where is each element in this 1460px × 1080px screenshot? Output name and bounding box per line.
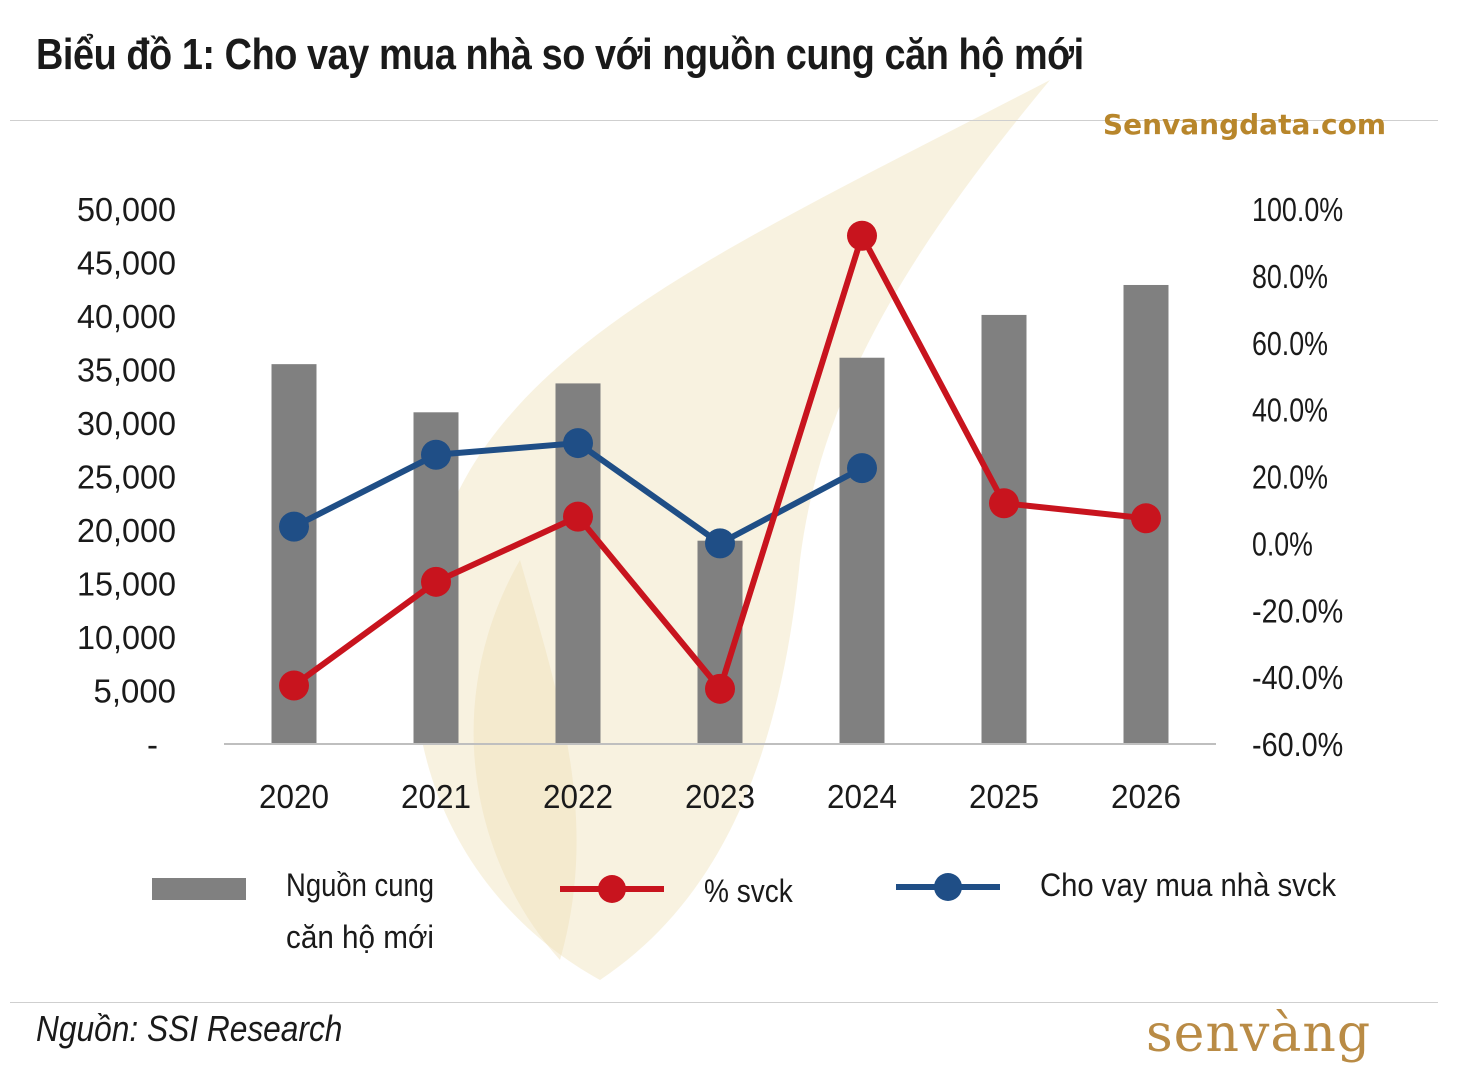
pct-svck-point-2020 [279, 670, 309, 701]
left-axis-ticks: - 5,000 10,000 15,000 20,000 25,000 30,000 35,0… [77, 191, 176, 763]
legend-swatch-marker [934, 873, 962, 901]
bar-2025 [981, 314, 1027, 744]
senvang-logo: senvàng [1146, 1004, 1372, 1064]
x-tick-label: 2026 [1111, 778, 1181, 815]
x-tick-label: 2022 [543, 778, 613, 815]
loan-svck-point-2023 [705, 528, 735, 559]
right-tick-label: 100.0% [1252, 191, 1343, 228]
pct-svck-point-2026 [1131, 503, 1161, 534]
right-tick-label: 0.0% [1252, 525, 1313, 562]
top-divider [10, 120, 1438, 121]
x-tick-label: 2025 [969, 778, 1039, 815]
left-tick-label: 35,000 [77, 352, 176, 389]
loan-svck-point-2024 [847, 453, 877, 484]
senvang-watermark [414, 80, 1050, 980]
watermark-leaf [473, 560, 577, 960]
right-axis-ticks: -60.0% -40.0% -20.0% 0.0% 20.0% 40.0% 60.0% 80.… [1252, 191, 1343, 763]
left-tick-label: 30,000 [77, 405, 176, 442]
bar-2024 [839, 357, 885, 744]
watermark-flame [414, 80, 1050, 980]
left-tick-label: 50,000 [77, 191, 176, 228]
right-tick-label: 60.0% [1252, 325, 1328, 362]
legend-swatch-bar [152, 878, 246, 900]
legend-label: Cho vay mua nhà svck [1040, 867, 1337, 903]
pct-svck-point-2023 [705, 673, 735, 704]
left-tick-label: 5,000 [94, 673, 177, 710]
legend-label: % svck [704, 873, 794, 909]
right-tick-label: -60.0% [1252, 726, 1343, 763]
left-tick-label: 40,000 [77, 298, 176, 335]
x-tick-label: 2021 [401, 778, 471, 815]
left-tick-label: 45,000 [77, 245, 176, 282]
pct-svck-point-2021 [421, 566, 451, 597]
legend-label: Nguồn cung [286, 867, 434, 903]
x-axis-ticks: 2020 2021 2022 2023 2024 2025 2026 [259, 778, 1181, 815]
pct-svck-point-2022 [563, 501, 593, 532]
left-tick-label: 10,000 [77, 619, 176, 656]
x-tick-label: 2020 [259, 778, 329, 815]
pct-svck-point-2025 [989, 488, 1019, 519]
bottom-divider [10, 1002, 1438, 1003]
loan-svck-point-2020 [279, 511, 309, 542]
legend: Nguồn cung căn hộ mới % svck Cho vay mua nh… [152, 867, 1337, 955]
pct-svck-point-2024 [847, 220, 877, 251]
chart-title: Biểu đồ 1: Cho vay mua nhà so với nguồn … [36, 30, 1084, 79]
legend-label: căn hộ mới [286, 919, 434, 955]
right-tick-label: 20.0% [1252, 459, 1328, 496]
left-tick-label: - [147, 726, 158, 763]
left-tick-label: 15,000 [77, 566, 176, 603]
loan-svck-point-2022 [563, 428, 593, 459]
source-note: Nguồn: SSI Research [36, 1008, 343, 1049]
right-tick-label: 80.0% [1252, 258, 1328, 295]
loan-svck-point-2021 [421, 439, 451, 470]
right-tick-label: -40.0% [1252, 659, 1343, 696]
line-series [279, 220, 1161, 704]
site-watermark-text: Senvangdata.com [1102, 108, 1386, 141]
left-tick-label: 20,000 [77, 512, 176, 549]
right-tick-label: -20.0% [1252, 592, 1343, 629]
right-tick-label: 40.0% [1252, 392, 1328, 429]
legend-swatch-marker [598, 875, 626, 903]
x-tick-label: 2024 [827, 778, 897, 815]
x-tick-label: 2023 [685, 778, 755, 815]
left-tick-label: 25,000 [77, 459, 176, 496]
